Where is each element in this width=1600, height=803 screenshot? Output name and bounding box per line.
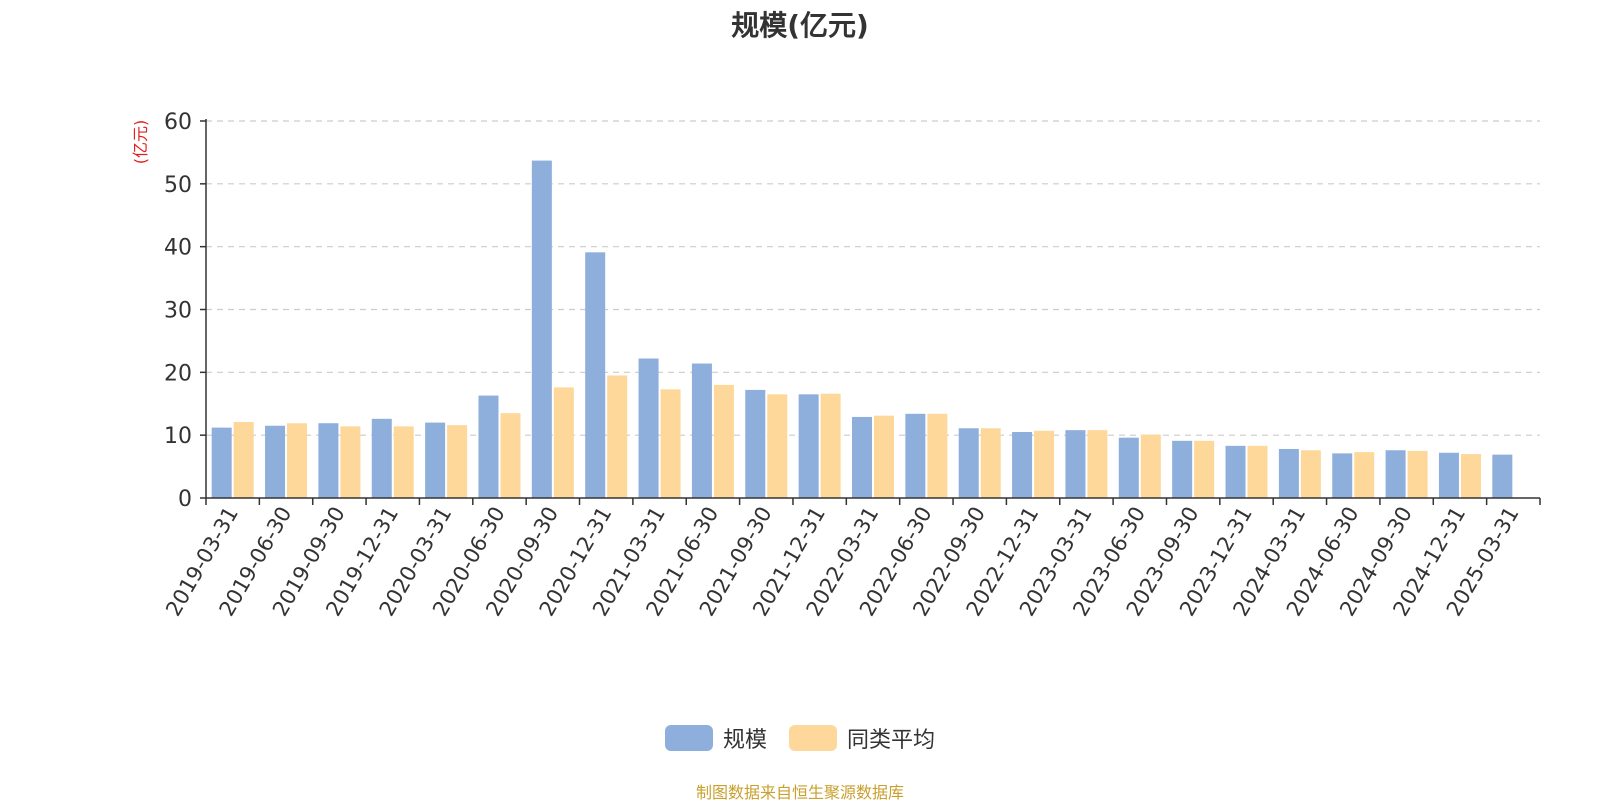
legend: 规模 同类平均 bbox=[0, 722, 1600, 754]
bar-peer-average bbox=[713, 384, 734, 498]
legend-swatch-peer-average bbox=[789, 725, 837, 751]
bar-peer-average bbox=[767, 394, 788, 498]
bar-scale bbox=[745, 389, 766, 498]
bar-scale bbox=[905, 413, 926, 498]
bar-peer-average bbox=[393, 426, 414, 498]
grid-lines bbox=[206, 120, 1540, 436]
bar-peer-average bbox=[340, 426, 361, 498]
bar-peer-average bbox=[1034, 430, 1055, 498]
bar-scale bbox=[425, 422, 446, 498]
bar-peer-average bbox=[1460, 454, 1481, 498]
bar-scale bbox=[478, 395, 499, 498]
legend-label-scale: 规模 bbox=[722, 728, 767, 753]
y-tick-label: 30 bbox=[164, 299, 192, 324]
bar-peer-average bbox=[1354, 452, 1375, 498]
bar-scale bbox=[1438, 452, 1459, 498]
y-tick-label: 0 bbox=[178, 487, 192, 512]
y-tick-label: 20 bbox=[164, 361, 192, 386]
bar-peer-average bbox=[1194, 440, 1215, 498]
bar-scale bbox=[852, 416, 872, 498]
bar-scale bbox=[691, 363, 712, 498]
y-tick-label: 50 bbox=[164, 173, 192, 198]
bar-scale bbox=[1492, 454, 1513, 498]
bar-scale bbox=[318, 423, 339, 498]
legend-item-scale[interactable]: 规模 bbox=[664, 722, 767, 754]
bar-scale bbox=[1118, 437, 1139, 498]
bar-scale bbox=[1172, 440, 1193, 498]
bar-scale bbox=[1065, 430, 1086, 498]
bar-scale bbox=[1385, 450, 1406, 498]
y-tick-label: 10 bbox=[164, 424, 192, 449]
bar-peer-average bbox=[607, 375, 628, 498]
legend-label-peer-average: 同类平均 bbox=[847, 728, 936, 753]
y-tick-label: 40 bbox=[164, 236, 192, 261]
bar-peer-average bbox=[500, 413, 521, 498]
bars bbox=[211, 160, 1513, 498]
bar-scale bbox=[958, 428, 979, 498]
bar-peer-average bbox=[874, 415, 894, 498]
bar-scale bbox=[1332, 453, 1353, 498]
bar-peer-average bbox=[1300, 450, 1321, 498]
bar-peer-average bbox=[927, 413, 948, 498]
bar-scale bbox=[371, 418, 392, 498]
bar-peer-average bbox=[1087, 430, 1108, 498]
bar-peer-average bbox=[980, 428, 1001, 498]
bar-peer-average bbox=[660, 389, 681, 498]
bar-peer-average bbox=[1247, 445, 1268, 498]
bar-peer-average bbox=[1140, 434, 1161, 498]
bar-peer-average bbox=[287, 423, 308, 498]
bar-scale bbox=[211, 427, 232, 498]
bar-scale bbox=[638, 358, 659, 498]
legend-swatch-scale bbox=[664, 725, 713, 751]
y-axis-label: (亿元) bbox=[131, 120, 150, 165]
chart-title: 规模(亿元) bbox=[731, 9, 869, 42]
axes: 01020304050602019-03-312019-06-302019-09… bbox=[161, 110, 1541, 620]
bar-scale bbox=[265, 425, 286, 498]
bar-peer-average bbox=[1407, 450, 1428, 498]
bar-scale bbox=[1012, 432, 1033, 498]
y-tick-label: 60 bbox=[164, 110, 192, 135]
bar-scale bbox=[531, 160, 552, 498]
bar-scale bbox=[585, 252, 606, 498]
legend-item-peer-average[interactable]: 同类平均 bbox=[789, 722, 935, 754]
bar-peer-average bbox=[553, 387, 574, 498]
source-note: 制图数据来自恒生聚源数据库 bbox=[695, 783, 904, 802]
bar-peer-average bbox=[820, 393, 841, 498]
bar-peer-average bbox=[447, 425, 468, 498]
bar-scale bbox=[798, 394, 819, 498]
bar-scale bbox=[1225, 445, 1246, 498]
bar-peer-average bbox=[233, 421, 254, 498]
bar-scale bbox=[1278, 448, 1299, 498]
